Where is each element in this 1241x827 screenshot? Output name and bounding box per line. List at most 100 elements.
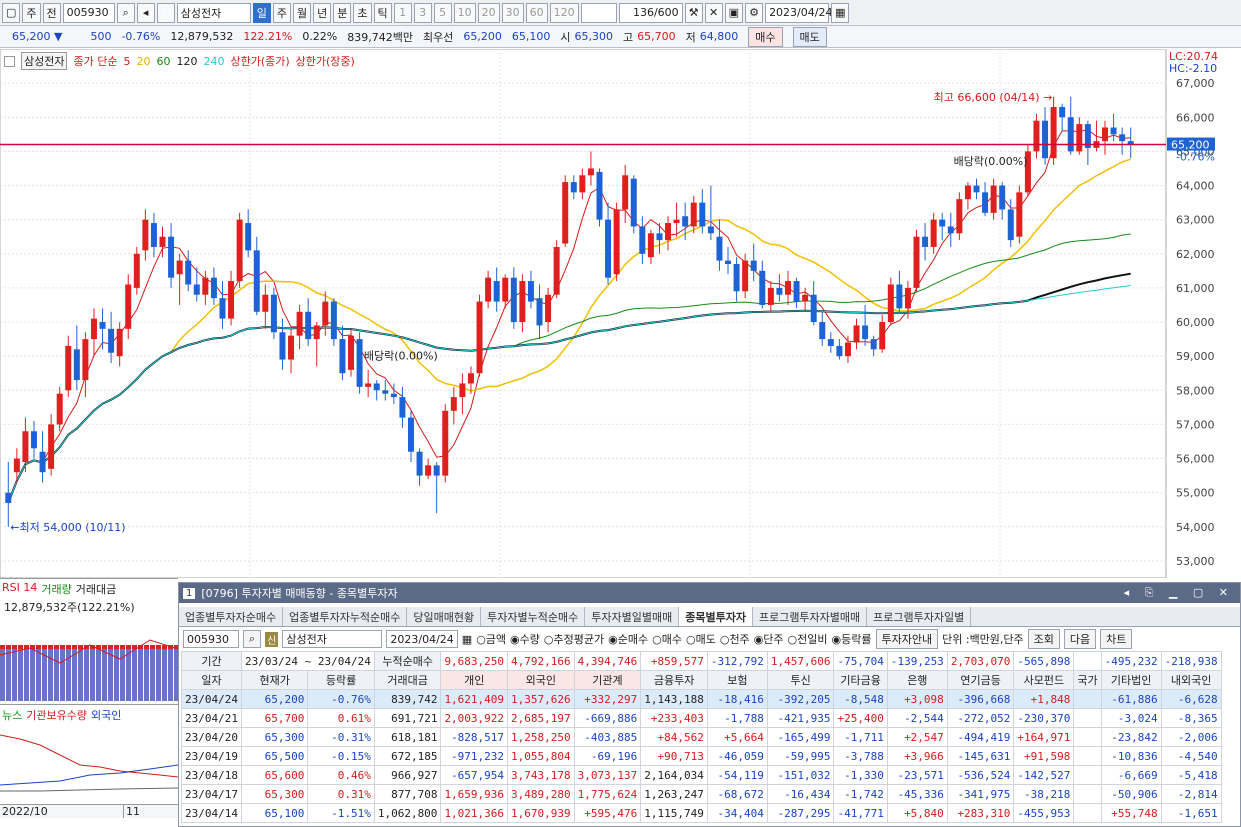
- candle-body: [56, 393, 63, 425]
- column-header[interactable]: 국가: [1073, 670, 1102, 690]
- sell-button[interactable]: 매도: [792, 26, 827, 47]
- calendar-icon[interactable]: ▦: [831, 2, 850, 23]
- panel-code-input[interactable]: 005930: [183, 630, 239, 648]
- tab-sector-net[interactable]: 업종별투자자순매수: [179, 607, 284, 626]
- tick-1[interactable]: 1: [393, 2, 412, 23]
- period-year[interactable]: 년: [313, 2, 332, 23]
- column-header[interactable]: 외국인: [507, 670, 575, 690]
- layout-icon[interactable]: ▢: [2, 2, 21, 23]
- radio-prev[interactable]: ○전일비: [787, 633, 828, 646]
- tick-30[interactable]: 30: [501, 2, 524, 23]
- panel-stock-name[interactable]: 삼성전자: [282, 630, 383, 648]
- table-row[interactable]: 23/04/19 65,500 -0.15% 672,185 -971,232 1,055…: [181, 746, 1222, 766]
- tab-investor-daily[interactable]: 투자자별일별매매: [585, 607, 680, 626]
- gear-icon[interactable]: ⚙: [745, 2, 764, 23]
- period-week[interactable]: 주: [272, 2, 292, 23]
- candle-body: [562, 182, 569, 244]
- radio-net[interactable]: ◉순매수: [608, 633, 649, 646]
- column-header[interactable]: 금융투자: [640, 670, 708, 690]
- amount-label: 거래대금: [75, 583, 117, 596]
- table-row[interactable]: 23/04/17 65,300 0.31% 877,708 1,659,936 3,489…: [181, 784, 1222, 804]
- tool-icon[interactable]: ⚒: [684, 2, 703, 23]
- column-header[interactable]: 현재가: [240, 670, 309, 690]
- column-header[interactable]: 기관계: [573, 670, 642, 690]
- volume-marker: [6, 645, 11, 649]
- cross-icon[interactable]: ✕: [704, 2, 723, 23]
- buy-button[interactable]: 매수: [748, 26, 783, 47]
- table-row[interactable]: 23/04/14 65,100 -1.51% 1,062,800 1,021,366 1,…: [181, 803, 1222, 823]
- volume-marker: [102, 645, 107, 649]
- window-controls[interactable]: ◂ ⎘ ▁ ▢ ✕: [1123, 586, 1234, 599]
- table-row[interactable]: 23/04/18 65,600 0.46% 966,927 -657,954 3,743,…: [181, 765, 1222, 785]
- candlestick-chart[interactable]: 67,00066,00065,00064,00063,00062,00061,0…: [0, 49, 1241, 578]
- tick-20[interactable]: 20: [477, 2, 500, 23]
- radio-thousand[interactable]: ○천주: [719, 633, 750, 646]
- chart-button[interactable]: 차트: [1100, 629, 1133, 649]
- date-input[interactable]: 2023/04/24: [765, 2, 832, 23]
- stock-name[interactable]: 삼성전자: [176, 2, 251, 23]
- column-header[interactable]: 일자: [181, 670, 242, 690]
- period-tick[interactable]: 틱: [373, 2, 392, 23]
- investor-window: 1 [0796] 투자자별 매매동향 - 종목별투자자 ◂ ⎘ ▁ ▢ ✕ 업종…: [178, 582, 1241, 827]
- column-header[interactable]: 연기금등: [946, 670, 1015, 690]
- tab-program-investor[interactable]: 프로그램투자자별매매: [753, 607, 868, 626]
- column-header[interactable]: 등락률: [307, 670, 375, 690]
- tick-5[interactable]: 5: [433, 2, 452, 23]
- radio-buy[interactable]: ○매수: [652, 633, 682, 646]
- period-day[interactable]: 일: [252, 2, 271, 23]
- tab-investor-cum[interactable]: 투자자별누적순매수: [481, 607, 586, 626]
- search-icon[interactable]: ⌕: [243, 630, 262, 648]
- column-header[interactable]: 보험: [706, 670, 768, 690]
- column-header[interactable]: 거래대금: [373, 670, 442, 690]
- radio-amount[interactable]: ○금액: [476, 633, 507, 646]
- column-header[interactable]: 내외국인: [1160, 670, 1222, 690]
- code-input[interactable]: 005930: [62, 2, 115, 23]
- jeon-button[interactable]: 전: [42, 2, 61, 23]
- table-cell: 2,164,034: [640, 765, 708, 785]
- tick-10[interactable]: 10: [453, 2, 476, 23]
- table-row[interactable]: 23/04/24 65,200 -0.76% 839,742 1,621,409 1,35…: [181, 689, 1222, 709]
- tick-120[interactable]: 120: [549, 2, 579, 23]
- investor-table: 기간 23/03/24 ~ 23/04/24 누적순매수 9,683,250 4…: [181, 651, 1222, 823]
- radio-quantity[interactable]: ◉수량: [510, 633, 540, 646]
- tab-stock-investor[interactable]: 종목별투자자: [679, 607, 753, 626]
- search-icon[interactable]: ⌕: [116, 2, 135, 23]
- column-header[interactable]: 사모펀드: [1013, 670, 1075, 690]
- tab-today[interactable]: 당일매매현황: [407, 607, 482, 626]
- column-header[interactable]: 개인: [440, 670, 509, 690]
- tick-60[interactable]: 60: [525, 2, 548, 23]
- period-month[interactable]: 월: [293, 2, 312, 23]
- radio-sell[interactable]: ○매도: [685, 633, 716, 646]
- table-cell: -272,052: [946, 708, 1015, 728]
- radio-rate[interactable]: ◉등락률: [831, 633, 872, 646]
- radio-single[interactable]: ◉단주: [753, 633, 784, 646]
- candle-body: [330, 301, 337, 340]
- radio-avg[interactable]: ○추정평균가: [543, 633, 605, 646]
- period-range[interactable]: 23/03/24 ~ 23/04/24: [240, 651, 375, 671]
- tick-3[interactable]: 3: [413, 2, 432, 23]
- period-second[interactable]: 초: [353, 2, 372, 23]
- column-header[interactable]: 기타금융: [833, 670, 888, 690]
- column-header[interactable]: 은행: [886, 670, 948, 690]
- speaker-icon[interactable]: ◂: [136, 2, 155, 23]
- volume-marker: [108, 645, 113, 649]
- table-cell: [1073, 746, 1102, 766]
- column-header[interactable]: 투신: [766, 670, 835, 690]
- save-icon[interactable]: ▣: [724, 2, 744, 23]
- panel-date-input[interactable]: 2023/04/24: [386, 630, 458, 648]
- custom-tick-input[interactable]: [580, 2, 617, 23]
- column-header[interactable]: 기타법인: [1100, 670, 1162, 690]
- next-button[interactable]: 다음: [1063, 629, 1097, 649]
- calendar-icon[interactable]: ▦: [461, 632, 473, 646]
- period-minute[interactable]: 분: [333, 2, 352, 23]
- bar-count[interactable]: 136/600: [618, 2, 683, 23]
- legend-box-icon[interactable]: [4, 55, 15, 67]
- query-button[interactable]: 조회: [1027, 629, 1060, 649]
- guide-button[interactable]: 투자자안내: [875, 629, 939, 649]
- table-row[interactable]: 23/04/21 65,700 0.61% 691,721 2,003,922 2,685…: [181, 708, 1222, 728]
- mode-select[interactable]: 주: [22, 2, 41, 23]
- tab-program-daily[interactable]: 프로그램투자자일별: [867, 607, 972, 626]
- table-row[interactable]: 23/04/20 65,300 -0.31% 618,181 -828,517 1,258…: [181, 727, 1222, 747]
- tab-sector-cum[interactable]: 업종별투자자누적순매수: [283, 607, 408, 626]
- candle-body: [253, 250, 260, 312]
